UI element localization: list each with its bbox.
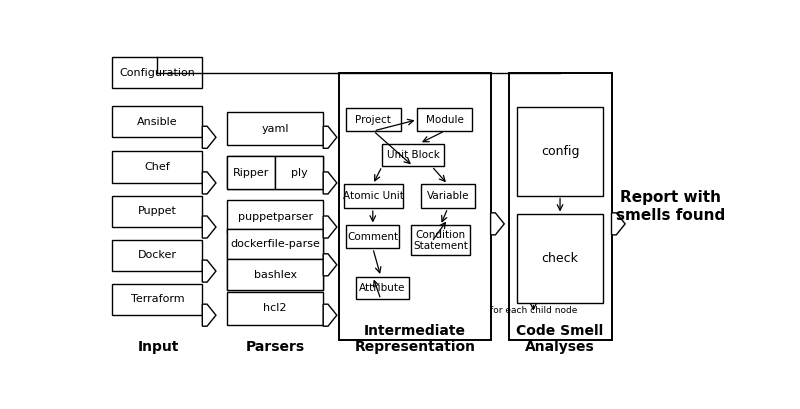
Text: Ansible: Ansible (137, 117, 178, 126)
Polygon shape (323, 304, 337, 326)
Text: Project: Project (355, 115, 391, 125)
Text: Report with
smells found: Report with smells found (616, 190, 725, 223)
Bar (227, 156, 323, 189)
Bar (227, 259, 323, 290)
Bar (510, 73, 611, 340)
Text: Chef: Chef (145, 162, 170, 172)
Polygon shape (323, 172, 337, 194)
Text: Configuration: Configuration (119, 68, 195, 78)
Bar (112, 240, 202, 271)
Text: Condition
Statement: Condition Statement (414, 229, 468, 251)
Bar (418, 108, 472, 131)
Bar (112, 57, 202, 88)
Bar (356, 277, 409, 299)
Text: config: config (541, 145, 579, 158)
Bar (112, 151, 202, 183)
Bar (421, 184, 475, 208)
Bar (338, 73, 490, 340)
Bar (517, 214, 603, 303)
Text: yaml: yaml (262, 124, 289, 134)
Text: Attribute: Attribute (359, 283, 406, 293)
Text: Unit Block: Unit Block (386, 150, 439, 160)
Bar (344, 184, 402, 208)
Bar (112, 106, 202, 137)
Bar (227, 112, 323, 145)
Bar (275, 156, 323, 189)
Text: check: check (542, 252, 578, 265)
Polygon shape (323, 126, 337, 148)
Text: bashlex: bashlex (254, 270, 297, 280)
Text: Module: Module (426, 115, 464, 125)
Polygon shape (202, 216, 216, 238)
Bar (411, 225, 470, 255)
Text: dockerfile-parse: dockerfile-parse (230, 239, 320, 249)
Polygon shape (202, 172, 216, 194)
Polygon shape (323, 254, 337, 276)
Polygon shape (202, 260, 216, 282)
Text: Parsers: Parsers (246, 340, 305, 354)
Text: Input: Input (138, 340, 179, 354)
Bar (112, 284, 202, 315)
Text: Intermediate
Representation: Intermediate Representation (354, 324, 475, 354)
Text: Comment: Comment (347, 232, 398, 242)
Polygon shape (202, 304, 216, 326)
Polygon shape (323, 216, 337, 238)
Bar (112, 196, 202, 227)
Bar (227, 200, 323, 233)
Polygon shape (490, 213, 504, 235)
Bar (227, 229, 323, 259)
Text: for each child node: for each child node (490, 306, 577, 315)
Text: Atomic Unit: Atomic Unit (342, 191, 403, 201)
Bar (346, 108, 401, 131)
Polygon shape (202, 126, 216, 148)
Bar (517, 107, 603, 196)
Text: Docker: Docker (138, 250, 177, 261)
Bar (227, 292, 323, 325)
Text: Puppet: Puppet (138, 206, 177, 216)
Polygon shape (611, 213, 625, 235)
Bar (382, 144, 444, 166)
Bar (227, 229, 323, 290)
Text: Variable: Variable (426, 191, 469, 201)
Text: ply: ply (290, 168, 307, 178)
Bar (227, 156, 275, 189)
Text: puppetparser: puppetparser (238, 212, 313, 222)
Text: Code Smell
Analyses: Code Smell Analyses (517, 324, 604, 354)
Text: Terraform: Terraform (130, 294, 184, 304)
Text: hcl2: hcl2 (263, 303, 287, 313)
Text: Ripper: Ripper (233, 168, 270, 178)
Bar (346, 225, 399, 248)
